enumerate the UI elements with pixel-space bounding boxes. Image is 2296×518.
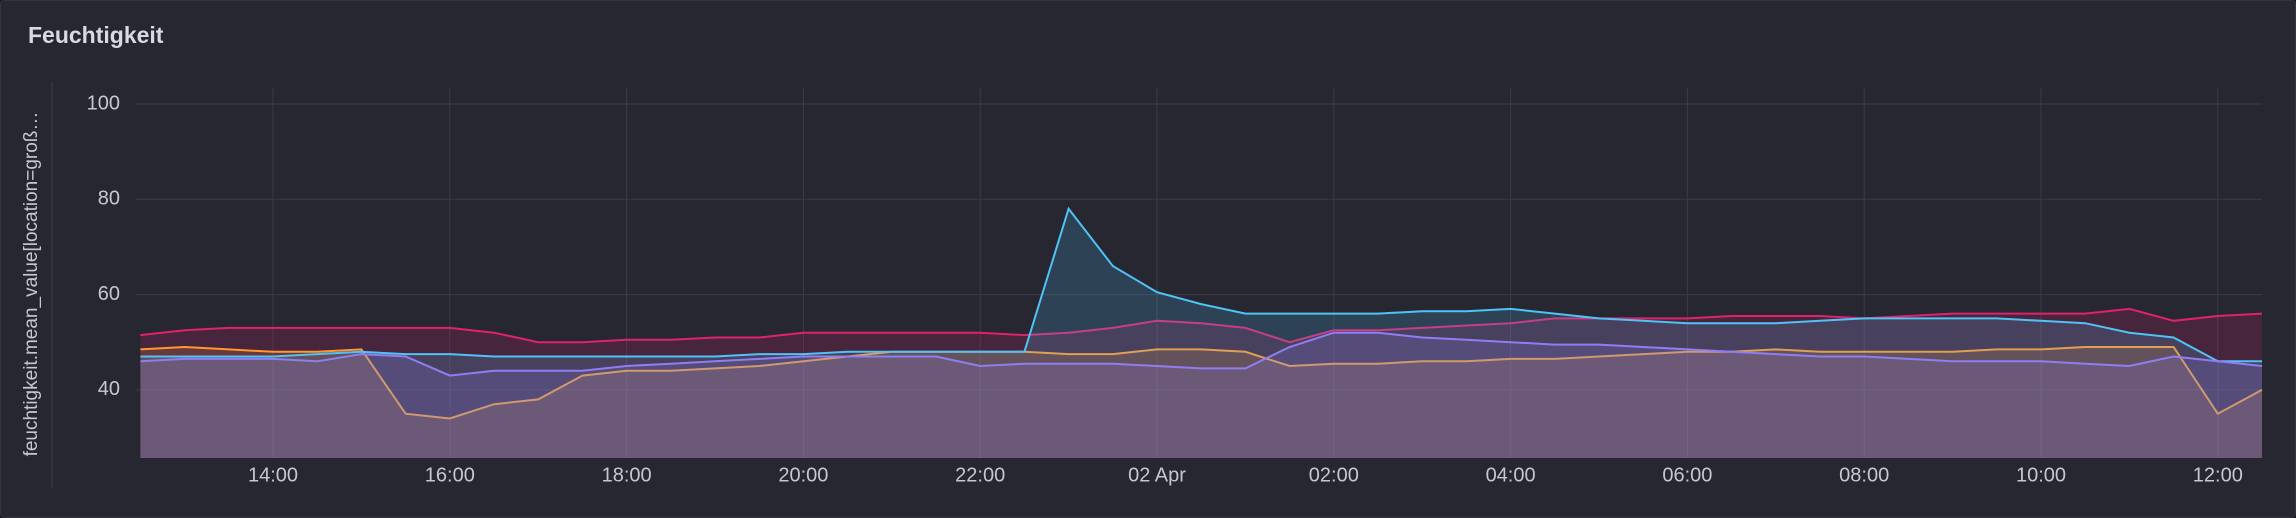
- x-tick-label: 06:00: [1662, 464, 1712, 486]
- plot-area: 40 60 80 100 14:00 16:00 18:00 20:00 22:00 02 Apr…: [87, 88, 2263, 486]
- x-tick-label: 18:00: [602, 464, 652, 486]
- x-tick-label: 20:00: [778, 464, 828, 486]
- x-tick-label: 22:00: [955, 464, 1005, 486]
- series-area: [140, 347, 2263, 458]
- series-line: [140, 307, 2263, 344]
- series-area: [140, 208, 2263, 458]
- x-tick-label: 10:00: [2016, 464, 2066, 486]
- y-tick-label: 80: [98, 188, 120, 210]
- y-tick-label: 40: [98, 378, 120, 400]
- y-tick-label: 100: [87, 92, 120, 114]
- x-tick-label: 02 Apr: [1128, 464, 1186, 486]
- y-tick-label: 60: [98, 283, 120, 305]
- x-tick-label: 08:00: [1839, 464, 1889, 486]
- x-tick-label: 12:00: [2193, 464, 2243, 486]
- x-tick-label: 02:00: [1309, 464, 1359, 486]
- series-area: [140, 308, 2263, 458]
- panel-title[interactable]: Feuchtigkeit: [28, 22, 164, 48]
- y-axis-label: feuchtigkeit.mean_value[location=groß…: [21, 112, 42, 457]
- series-line: [140, 345, 2263, 420]
- series-line: [140, 331, 2263, 377]
- x-tick-label: 14:00: [248, 464, 298, 486]
- series-line: [140, 206, 2262, 363]
- x-tick-label: 16:00: [425, 464, 475, 486]
- x-tick-label: 04:00: [1486, 464, 1536, 486]
